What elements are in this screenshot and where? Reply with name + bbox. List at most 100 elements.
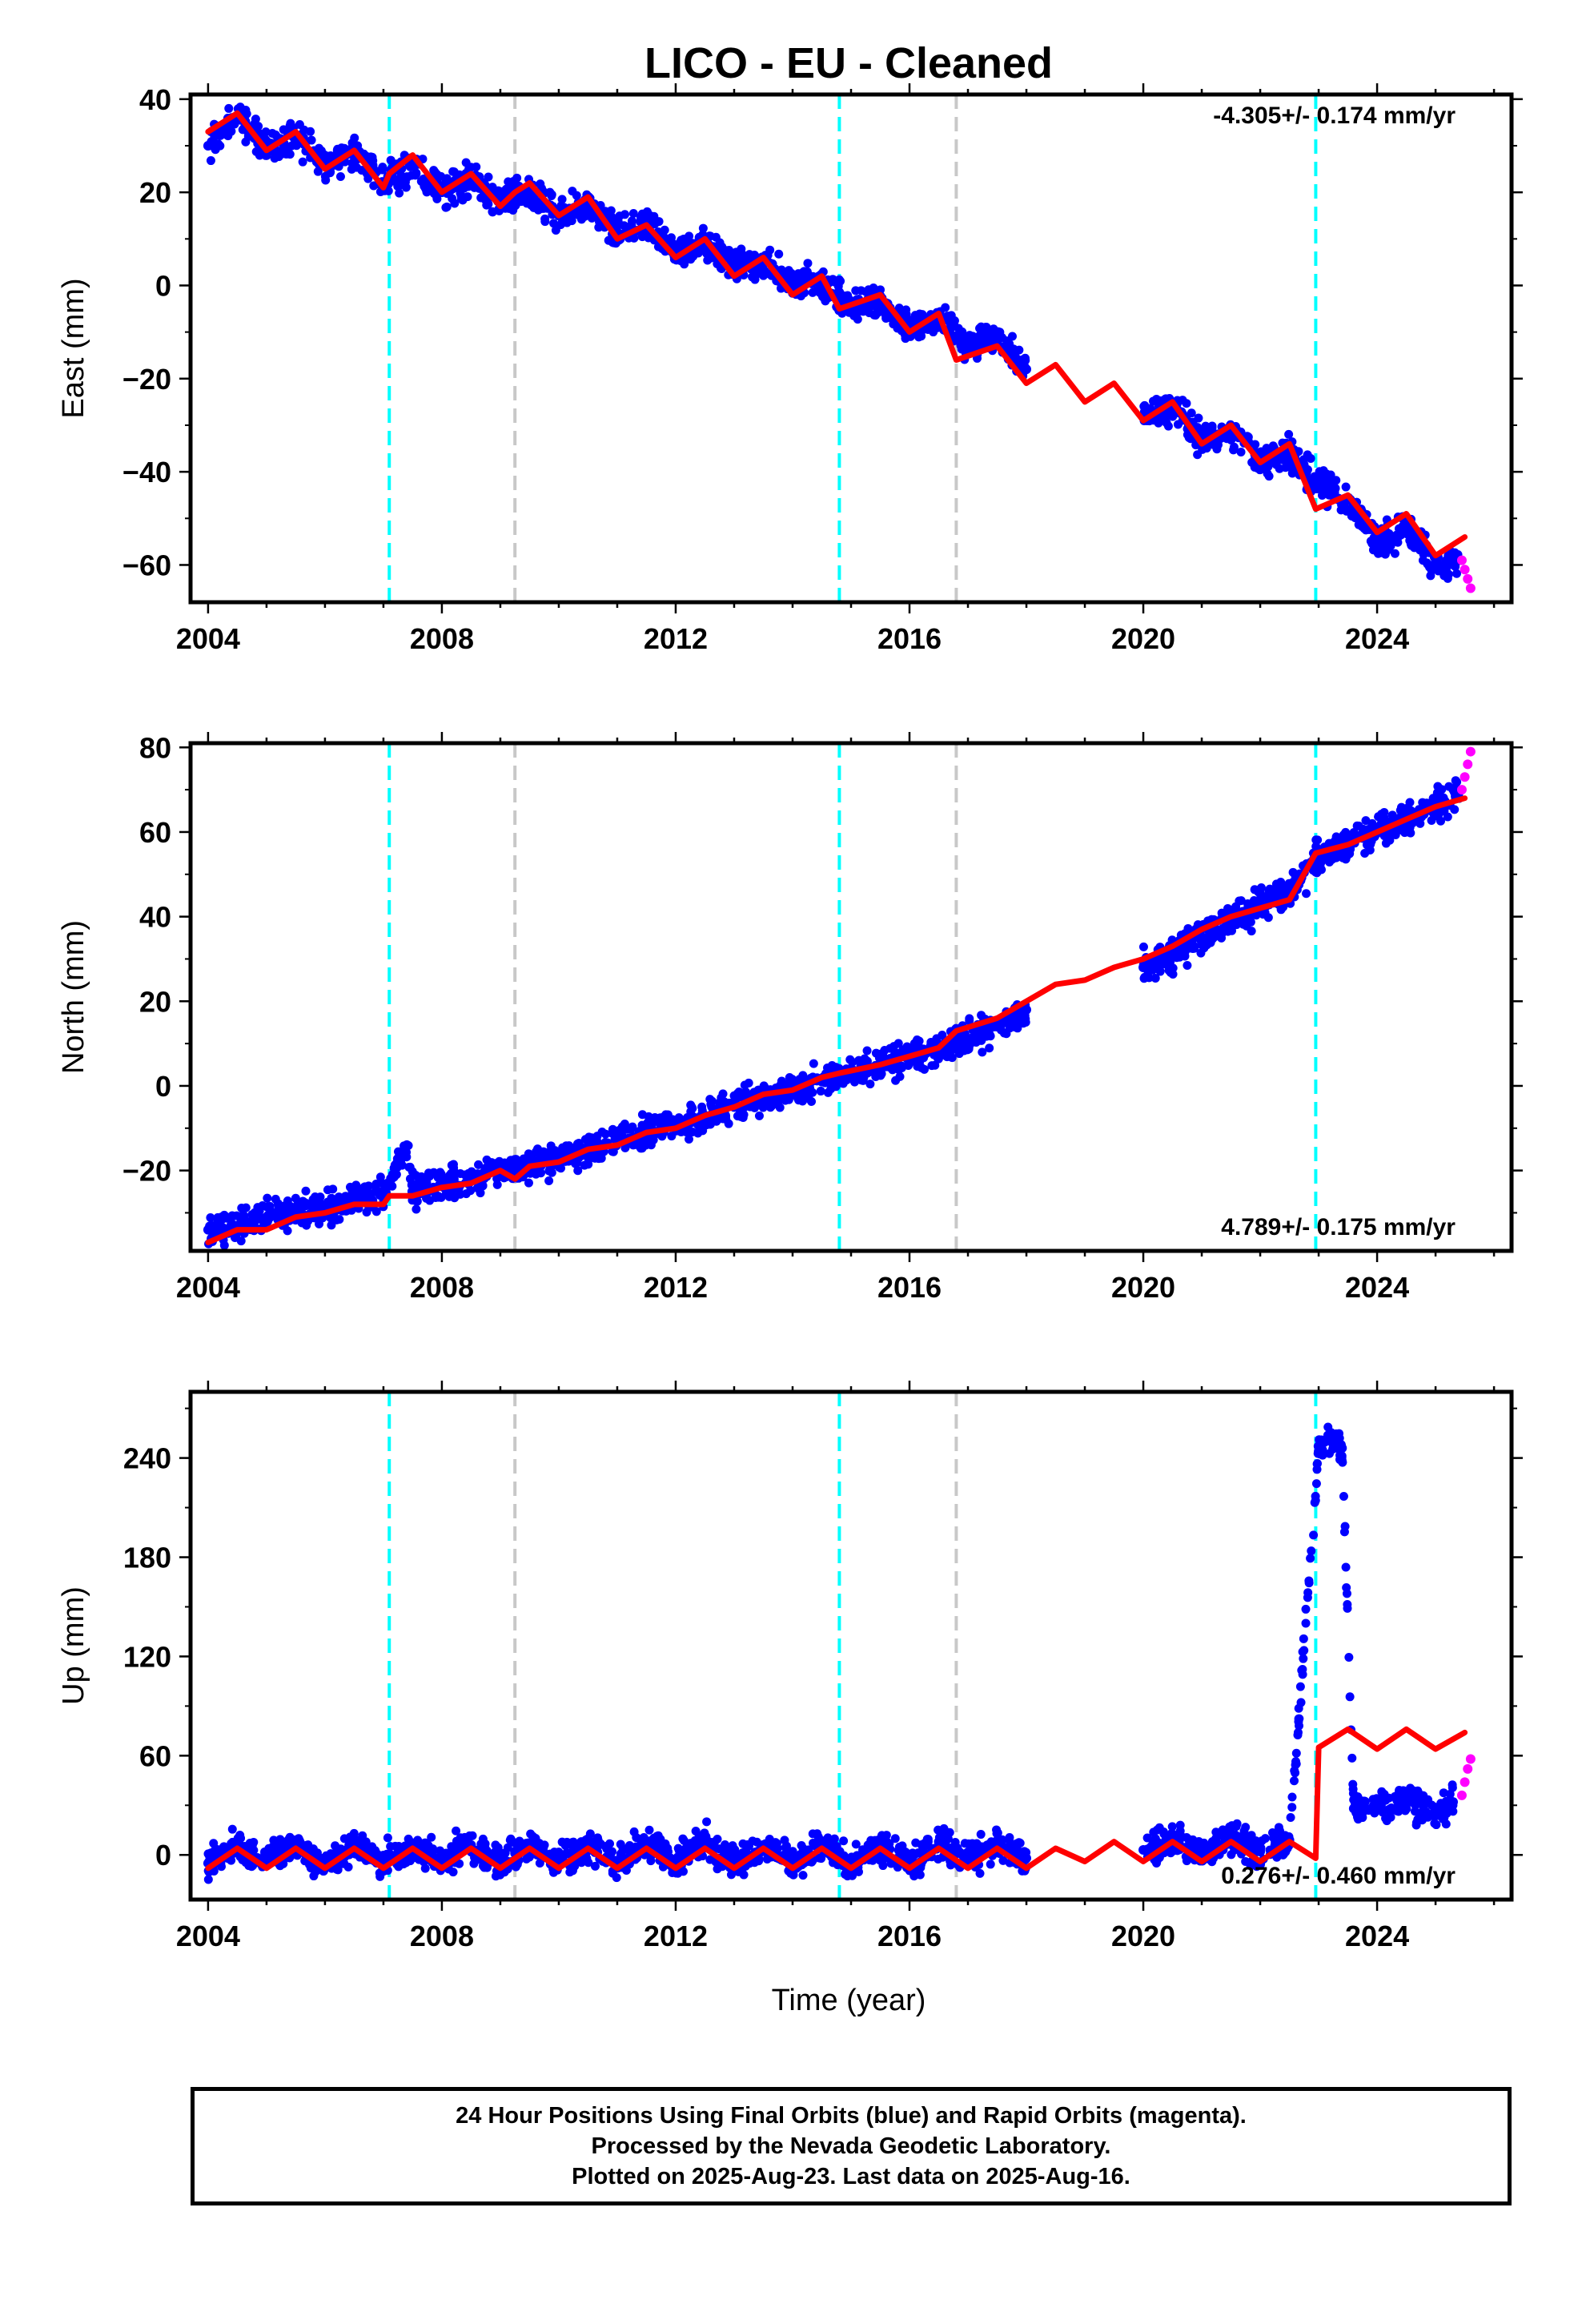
data-point-blue <box>1327 854 1337 864</box>
data-point-blue <box>383 1833 392 1843</box>
data-point-blue <box>794 1096 804 1105</box>
data-point-blue <box>1287 878 1297 887</box>
data-point-magenta <box>1463 759 1473 770</box>
data-point-blue <box>584 1155 593 1164</box>
y-tick-label: 0 <box>155 1839 171 1872</box>
model-line <box>205 110 1468 559</box>
data-point-blue <box>1189 941 1199 951</box>
data-point-blue <box>823 1088 833 1097</box>
data-point-blue <box>484 172 493 182</box>
data-point-blue <box>927 1061 937 1071</box>
data-point-blue <box>249 1845 259 1855</box>
data-point-blue <box>862 1046 872 1055</box>
data-point-blue <box>1236 448 1246 457</box>
data-point-blue <box>397 174 407 183</box>
data-point-blue <box>999 1028 1009 1038</box>
data-point-blue <box>1341 482 1351 492</box>
data-point-blue <box>1321 482 1331 492</box>
data-point-blue <box>528 1836 537 1846</box>
data-point-blue <box>1316 865 1326 875</box>
data-point-blue <box>478 1181 488 1191</box>
data-point-blue <box>224 103 234 113</box>
data-point-blue <box>236 1214 246 1224</box>
data-point-blue <box>972 338 982 348</box>
data-point-blue <box>1232 920 1242 930</box>
data-point-blue <box>211 1227 221 1236</box>
data-point-blue <box>492 1180 502 1189</box>
x-tick-label: 2012 <box>644 1271 708 1304</box>
data-point-blue <box>1139 401 1149 411</box>
data-point-blue <box>803 259 813 268</box>
x-tick-label: 2016 <box>877 1271 942 1304</box>
data-point-blue <box>313 167 323 176</box>
data-point-blue <box>401 183 411 192</box>
data-point-blue <box>613 216 623 226</box>
data-point-blue <box>649 211 659 221</box>
y-tick-label: 40 <box>139 83 171 116</box>
data-point-blue <box>395 188 404 198</box>
data-point-magenta <box>1460 565 1470 575</box>
data-point-blue <box>1284 429 1294 439</box>
data-point-blue <box>425 1196 435 1205</box>
data-point-blue <box>698 223 708 233</box>
data-point-blue <box>276 1839 286 1848</box>
data-point-blue <box>327 1193 336 1203</box>
data-point-blue <box>678 1834 688 1844</box>
data-point-blue <box>328 1212 338 1222</box>
data-point-blue <box>562 1848 572 1857</box>
data-point-blue <box>1328 486 1338 496</box>
data-point-blue <box>537 1842 547 1852</box>
data-point-blue <box>544 1176 554 1185</box>
data-point-blue <box>478 1834 488 1844</box>
data-point-blue <box>890 1834 900 1844</box>
data-point-blue <box>251 115 260 124</box>
data-layer <box>203 1422 1476 1884</box>
data-point-blue <box>1231 902 1241 911</box>
data-point-blue <box>1022 1004 1032 1015</box>
data-point-blue <box>710 1837 720 1847</box>
data-point-blue <box>775 1103 785 1112</box>
data-point-blue <box>357 1192 367 1201</box>
data-point-blue <box>589 1838 599 1848</box>
data-point-blue <box>420 1864 430 1873</box>
data-point-blue <box>576 213 586 223</box>
data-point-blue <box>647 1135 656 1144</box>
x-tick-label: 2020 <box>1111 1271 1175 1304</box>
data-point-blue <box>1409 531 1419 541</box>
panel-2: 2004 2008 2012 2016 2020 2024806040200−20Nort… <box>57 731 1523 1304</box>
data-point-blue <box>285 121 295 131</box>
data-point-blue <box>1422 798 1431 808</box>
data-point-blue <box>1340 503 1350 513</box>
data-point-magenta <box>1463 573 1473 584</box>
data-point-blue <box>358 1831 367 1840</box>
data-point-blue <box>913 312 923 321</box>
data-point-blue <box>940 1051 950 1060</box>
panel-frame <box>188 92 1514 605</box>
data-point-blue <box>227 1213 236 1223</box>
data-point-blue <box>920 1064 930 1074</box>
data-point-blue <box>327 1220 336 1230</box>
data-point-blue <box>283 1226 292 1236</box>
data-point-blue <box>206 139 215 148</box>
y-tick-label: 20 <box>139 176 171 209</box>
data-point-blue <box>417 1173 427 1183</box>
data-point-blue <box>278 149 287 159</box>
data-point-blue <box>774 249 784 259</box>
data-point-magenta <box>1465 583 1476 593</box>
data-point-blue <box>448 194 457 203</box>
data-point-blue <box>323 1185 332 1195</box>
data-point-blue <box>274 1201 283 1211</box>
data-point-blue <box>1448 785 1458 794</box>
data-point-blue <box>321 175 331 185</box>
data-point-blue <box>243 1218 252 1228</box>
data-point-blue <box>506 1156 516 1165</box>
data-point-blue <box>754 1111 764 1120</box>
data-point-blue <box>821 296 830 306</box>
data-point-blue <box>661 1844 670 1854</box>
data-point-blue <box>1229 445 1239 455</box>
data-point-blue <box>893 1048 902 1058</box>
panels-container: 2004 2008 2012 2016 2020 202440200−20−40−60Ea… <box>57 83 1523 1952</box>
data-point-blue <box>816 1086 825 1096</box>
data-point-blue <box>400 1841 410 1851</box>
data-point-blue <box>1168 969 1178 979</box>
